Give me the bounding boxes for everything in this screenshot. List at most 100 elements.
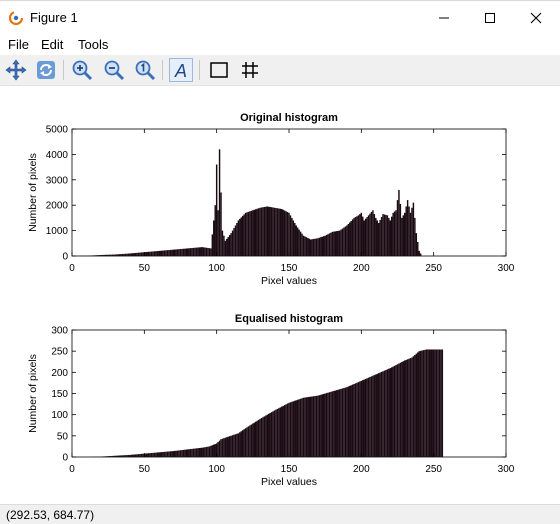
bar [123, 455, 124, 457]
rotate-button[interactable] [34, 58, 58, 82]
bar [364, 380, 365, 457]
x-tick-label: 150 [281, 263, 298, 274]
bar [243, 429, 244, 457]
zoom-in-button[interactable] [70, 58, 94, 82]
zoom-reset-button[interactable] [133, 58, 157, 82]
bar [97, 255, 98, 256]
bar [126, 455, 127, 457]
bar [265, 207, 266, 256]
bar [337, 231, 338, 256]
bar [214, 205, 215, 256]
bar [228, 437, 229, 457]
bar [241, 431, 242, 457]
bar [178, 249, 179, 256]
bar [437, 349, 438, 457]
menu-tools[interactable]: Tools [78, 37, 108, 52]
x-tick-label: 200 [353, 464, 370, 475]
x-axis-label: Pixel values [261, 275, 317, 287]
bar [436, 349, 437, 457]
bar [309, 239, 310, 256]
x-tick-label: 300 [498, 464, 515, 475]
bar [320, 237, 321, 256]
x-tick-label: 100 [208, 464, 225, 475]
bar [282, 210, 283, 256]
bar [220, 193, 221, 257]
toolbar-separator [162, 60, 163, 80]
bar [217, 210, 218, 256]
menu-edit[interactable]: Edit [41, 37, 63, 52]
bar [151, 252, 152, 256]
bar [278, 408, 279, 457]
bar [160, 452, 161, 457]
bar [167, 250, 168, 256]
bar [366, 378, 367, 457]
menu-file[interactable]: File [8, 37, 29, 52]
bar [384, 371, 385, 457]
bar [168, 451, 169, 457]
bar [421, 350, 422, 457]
bar [395, 365, 396, 457]
bar [170, 451, 171, 457]
bar [164, 452, 165, 457]
bar [174, 250, 175, 256]
bar [188, 248, 189, 256]
bar [304, 398, 305, 457]
text-annotation-button[interactable]: A [169, 58, 193, 82]
bar [272, 207, 273, 256]
bar [417, 352, 418, 457]
bar [333, 232, 334, 256]
bar [365, 219, 366, 256]
bar [335, 231, 336, 256]
bar [245, 213, 246, 256]
bar [298, 230, 299, 256]
bar [303, 236, 304, 256]
bar [413, 203, 414, 256]
bar [120, 455, 121, 457]
bar [92, 255, 93, 256]
bar [93, 255, 94, 256]
grid-icon [240, 60, 260, 80]
bar [201, 247, 202, 256]
zoom-in-icon [71, 59, 93, 81]
bar [103, 456, 104, 457]
bar [313, 239, 314, 256]
bar [303, 398, 304, 457]
bar [324, 236, 325, 256]
bar [401, 218, 402, 256]
pan-button[interactable] [4, 58, 28, 82]
bar [411, 358, 412, 457]
zoom-out-button[interactable] [102, 58, 126, 82]
menu-bar: File Edit Tools [0, 34, 560, 54]
maximize-button[interactable] [467, 1, 513, 35]
minimize-button[interactable] [421, 1, 467, 35]
close-button[interactable] [513, 1, 559, 35]
grid-button[interactable] [238, 58, 262, 82]
bar [277, 208, 278, 256]
bar [107, 255, 108, 256]
bar [155, 453, 156, 457]
bar [362, 380, 363, 457]
bar [365, 379, 366, 457]
bar [223, 438, 224, 457]
bar [207, 447, 208, 457]
bar [407, 200, 408, 256]
bar [161, 251, 162, 256]
bar [132, 455, 133, 457]
bar [181, 450, 182, 457]
bar [358, 382, 359, 457]
maximize-icon [484, 12, 496, 24]
bar [122, 455, 123, 457]
bar [440, 349, 441, 457]
bar [145, 252, 146, 256]
bar [129, 253, 130, 256]
bar [414, 218, 415, 256]
bar [275, 208, 276, 256]
bar [246, 427, 247, 457]
bar [96, 255, 97, 256]
axes-box-button[interactable] [207, 58, 231, 82]
bar [131, 253, 132, 256]
bar [115, 456, 116, 457]
bar [407, 359, 408, 457]
bar [183, 249, 184, 256]
